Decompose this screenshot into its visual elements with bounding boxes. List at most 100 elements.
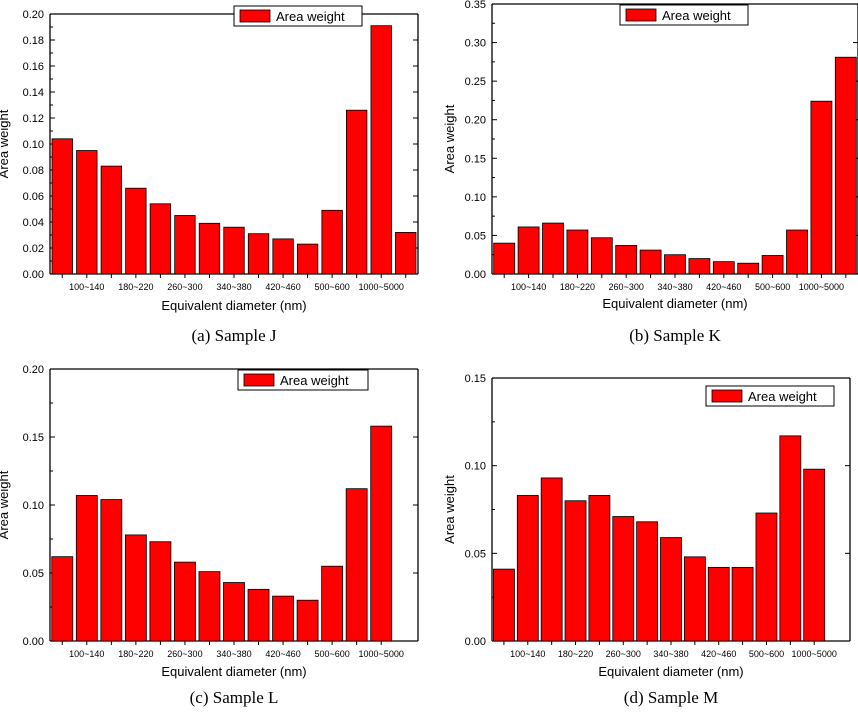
bar [124, 534, 147, 642]
bar [542, 222, 564, 275]
chart-panel-c: 0.00 0.05 0.10 0.15 0.20 100~140 180~220 260~30… [0, 364, 419, 707]
bar [737, 262, 760, 275]
x-tick-label: 260~300 [167, 282, 202, 292]
legend: Area weight [619, 4, 749, 26]
x-tick-label: 100~140 [510, 649, 545, 659]
bar [639, 249, 662, 275]
bar [100, 165, 122, 275]
y-tick-label: 0.15 [465, 373, 486, 385]
bar [370, 425, 393, 642]
legend-swatch [239, 9, 271, 23]
bar [321, 565, 344, 642]
bar [803, 468, 826, 642]
legend-label: Area weight [662, 8, 731, 23]
bar [395, 231, 417, 275]
y-tick-label: 0.00 [465, 636, 486, 648]
y-tick-label: 0.00 [465, 269, 486, 281]
bar [779, 435, 802, 642]
bar [75, 495, 98, 642]
x-tick-label: 340~380 [216, 649, 251, 659]
bar [615, 245, 638, 275]
x-tick-label: 340~380 [653, 649, 688, 659]
x-tick-label: 500~600 [314, 649, 349, 659]
legend: Area weight [233, 5, 363, 27]
x-tick-label: 420~460 [706, 282, 741, 292]
y-tick-label: 0.20 [23, 9, 44, 21]
x-tick-label: 100~140 [69, 649, 104, 659]
y-tick-label: 0.00 [23, 269, 44, 281]
y-axis-label: Area weight [442, 104, 457, 173]
x-tick-label: 260~300 [606, 649, 641, 659]
panel-caption: (b) Sample K [629, 326, 721, 345]
bar [761, 255, 784, 275]
panel-caption: (a) Sample J [192, 326, 277, 345]
y-tick-label: 0.05 [465, 230, 486, 242]
bar [588, 495, 611, 642]
x-axis-label: Equivalent diameter (nm) [598, 664, 743, 679]
y-tick-label: 0.16 [23, 61, 44, 73]
bar [76, 150, 98, 275]
bar [296, 599, 319, 642]
x-tick-label: 1000~5000 [359, 282, 404, 292]
legend-label: Area weight [276, 9, 345, 24]
x-tick-label: 340~380 [216, 282, 251, 292]
y-tick-label: 0.10 [23, 500, 44, 512]
bar [516, 495, 539, 642]
y-tick-label: 0.10 [465, 192, 486, 204]
x-tick-label: 1000~5000 [359, 649, 404, 659]
x-tick-label: 180~220 [118, 649, 153, 659]
bar [707, 566, 730, 642]
y-tick-label: 0.05 [465, 548, 486, 560]
y-tick-label: 0.18 [23, 35, 44, 47]
bar [731, 566, 754, 642]
y-tick-label: 0.04 [23, 217, 44, 229]
bar [683, 556, 706, 642]
y-tick-label: 0.15 [23, 432, 44, 444]
x-tick-label: 180~220 [558, 649, 593, 659]
bar [247, 588, 270, 642]
y-tick-label: 0.10 [465, 461, 486, 473]
panel-caption: (d) Sample M [624, 688, 718, 707]
legend-swatch [711, 389, 743, 403]
bar [272, 238, 294, 275]
bar [100, 499, 123, 642]
bar [810, 100, 833, 275]
legend-label: Area weight [748, 389, 817, 404]
y-tick-label: 0.20 [23, 364, 44, 376]
chart-panel-b: 0.00 0.05 0.10 0.15 0.20 0.25 0.30 0.35 100~140 1… [442, 0, 858, 345]
x-axis-label: Equivalent diameter (nm) [161, 664, 306, 679]
bar [51, 138, 73, 275]
x-tick-label: 260~300 [609, 282, 644, 292]
bar [590, 237, 613, 275]
bar [564, 500, 587, 642]
y-tick-label: 0.02 [23, 243, 44, 255]
x-tick-label: 500~600 [749, 649, 784, 659]
bar [321, 209, 343, 275]
x-tick-label: 420~460 [265, 649, 300, 659]
legend-swatch [625, 8, 657, 22]
legend-label: Area weight [280, 373, 349, 388]
legend-swatch [243, 373, 275, 387]
y-tick-label: 0.14 [23, 87, 44, 99]
y-tick-label: 0.30 [465, 38, 486, 50]
x-tick-label: 420~460 [701, 649, 736, 659]
bar [834, 56, 857, 275]
bar [346, 109, 368, 275]
y-tick-label: 0.35 [465, 0, 486, 11]
y-axis-label: Area weight [0, 109, 11, 178]
bar [517, 226, 540, 275]
bar [247, 233, 270, 275]
legend: Area weight [237, 369, 369, 391]
bar [198, 571, 221, 642]
bar [612, 516, 635, 642]
chart-panel-a: 0.00 0.02 0.04 0.06 0.08 0.10 0.12 0.14 0.16 0.18… [0, 5, 419, 345]
bar [540, 477, 563, 642]
chart-panel-d: 0.00 0.05 0.10 0.15 100~140 180~220 260~300 340… [442, 373, 851, 707]
panel-caption: (c) Sample L [190, 688, 279, 707]
bar [370, 25, 392, 275]
x-axis-label: Equivalent diameter (nm) [602, 296, 747, 311]
bar [660, 537, 682, 642]
bar [636, 521, 659, 642]
bar [223, 582, 245, 642]
y-tick-label: 0.00 [23, 636, 44, 648]
